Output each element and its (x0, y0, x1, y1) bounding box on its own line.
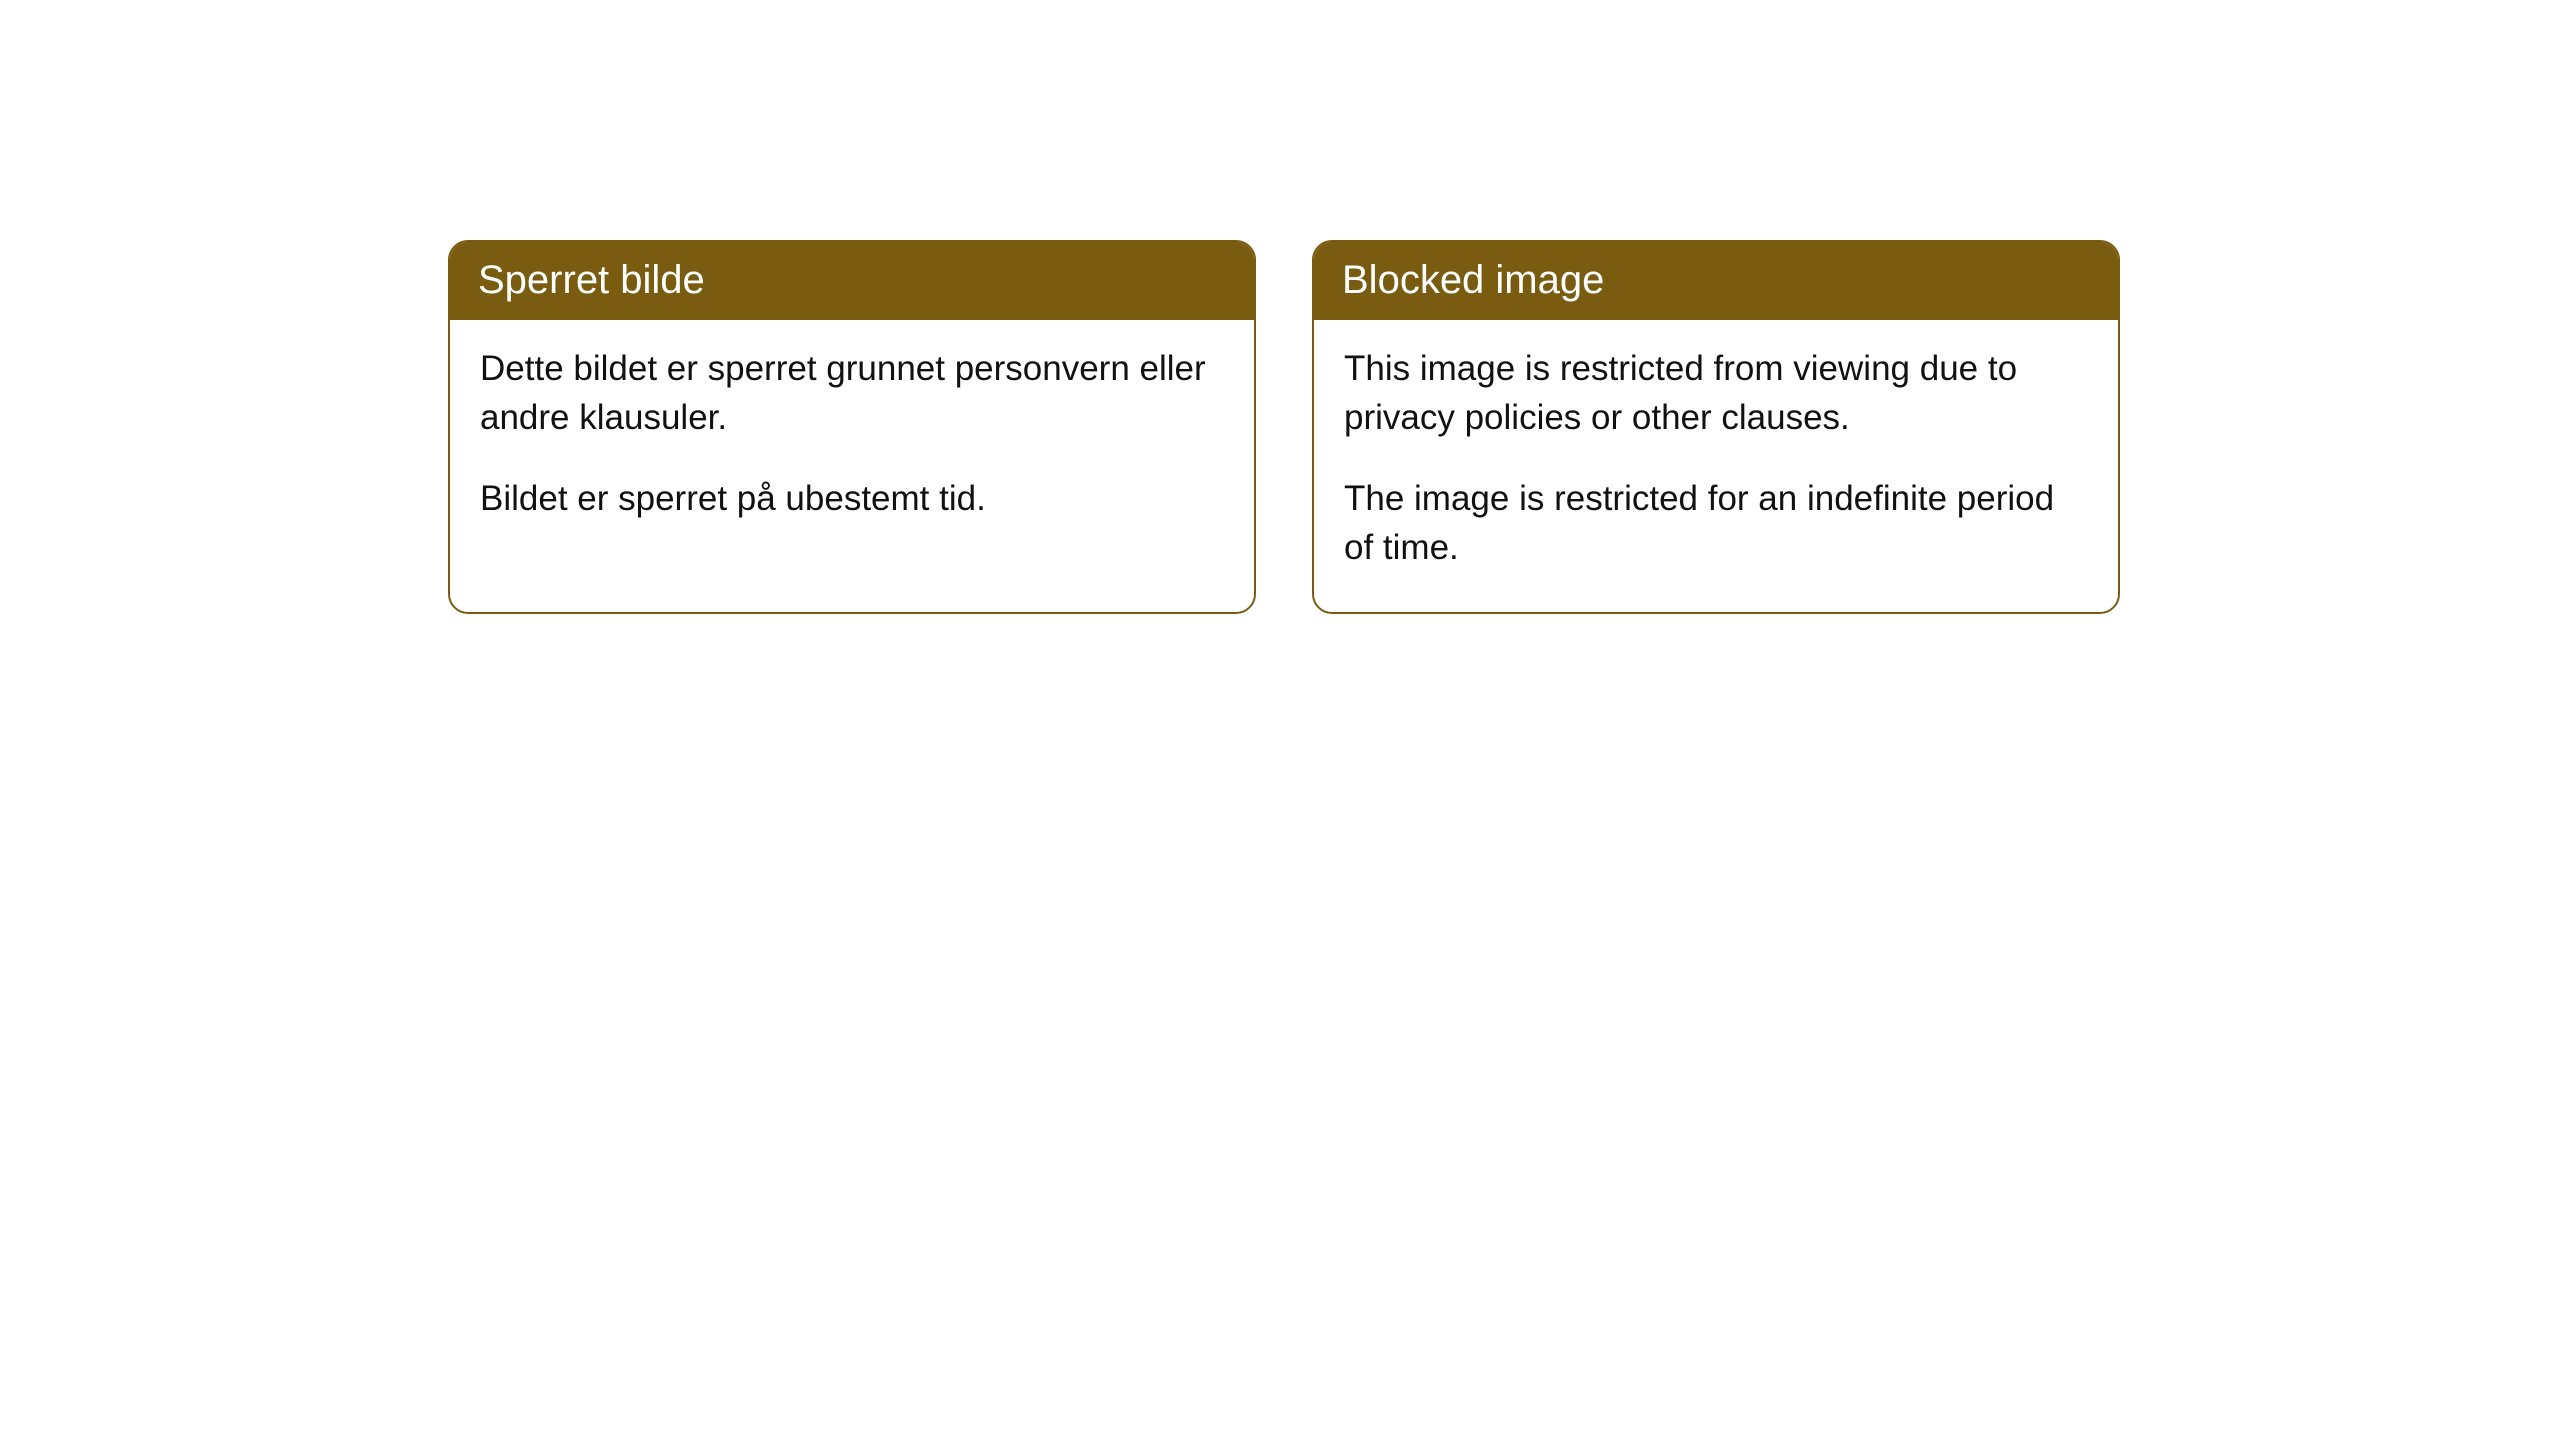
blocked-image-card-en: Blocked image This image is restricted f… (1312, 240, 2120, 614)
card-title-no: Sperret bilde (450, 242, 1254, 320)
card-body-no: Dette bildet er sperret grunnet personve… (450, 320, 1254, 563)
card-text-en-1: This image is restricted from viewing du… (1344, 344, 2088, 442)
card-title-en: Blocked image (1314, 242, 2118, 320)
card-text-no-2: Bildet er sperret på ubestemt tid. (480, 474, 1224, 523)
card-text-no-1: Dette bildet er sperret grunnet personve… (480, 344, 1224, 442)
card-text-en-2: The image is restricted for an indefinit… (1344, 474, 2088, 572)
cards-container: Sperret bilde Dette bildet er sperret gr… (0, 0, 2560, 614)
blocked-image-card-no: Sperret bilde Dette bildet er sperret gr… (448, 240, 1256, 614)
card-body-en: This image is restricted from viewing du… (1314, 320, 2118, 612)
